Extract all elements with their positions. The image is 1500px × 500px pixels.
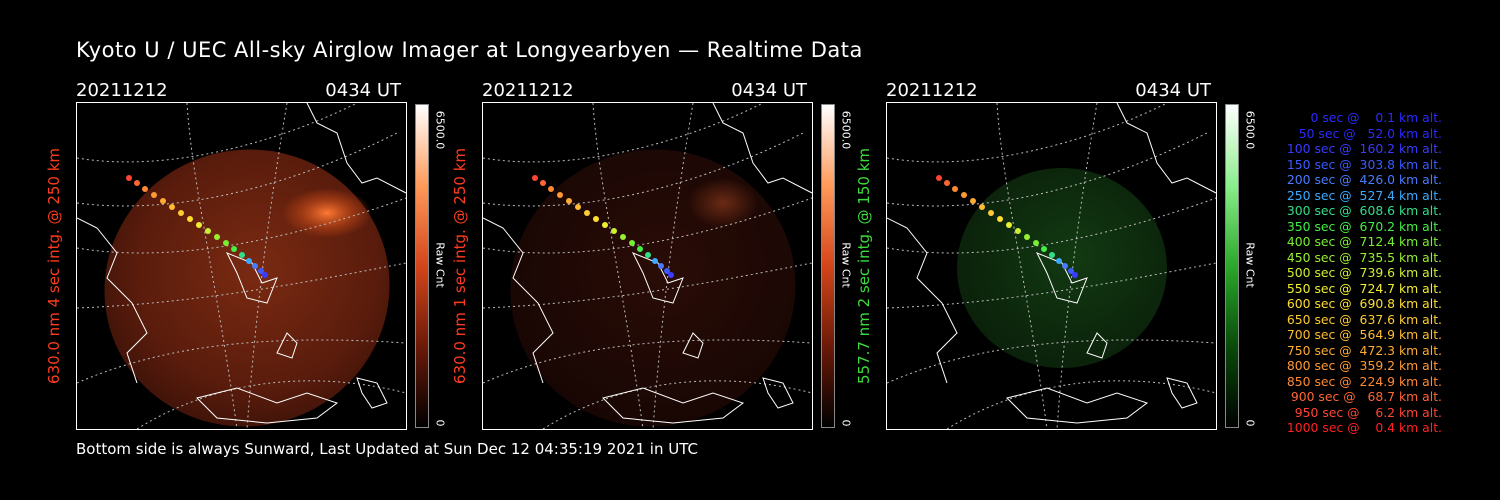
page-title: Kyoto U / UEC All-sky Airglow Imager at … bbox=[76, 38, 863, 62]
legend-entry: 150 sec @ 303.8 km alt. bbox=[1282, 156, 1442, 172]
allsky-map bbox=[77, 103, 406, 429]
legend-entry: 0 sec @ 0.1 km alt. bbox=[1298, 110, 1442, 125]
panel-date: 20211212 bbox=[76, 80, 168, 101]
panel-time: 0434 UT bbox=[1135, 80, 1211, 101]
legend-entry: 250 sec @ 527.4 km alt. bbox=[1282, 187, 1442, 203]
colorbar-unit: Raw Cnt bbox=[433, 242, 447, 288]
legend-entry: 850 sec @ 224.9 km alt. bbox=[1282, 373, 1442, 389]
colorbar-max: 6500.0 bbox=[839, 110, 853, 150]
colorbar bbox=[1225, 104, 1239, 428]
allsky-map bbox=[483, 103, 812, 429]
legend-entry: 500 sec @ 739.6 km alt. bbox=[1282, 265, 1442, 280]
colorbar-min: 0 bbox=[839, 419, 853, 427]
colorbar-min: 0 bbox=[433, 419, 447, 427]
panel-time: 0434 UT bbox=[325, 80, 401, 101]
legend-entry: 100 sec @ 160.2 km alt. bbox=[1282, 141, 1442, 156]
colorbar-min: 0 bbox=[1243, 419, 1257, 427]
aurora-patch bbox=[282, 188, 372, 238]
track-markers bbox=[532, 175, 674, 278]
legend-entry: 600 sec @ 690.8 km alt. bbox=[1282, 296, 1442, 311]
altitude-legend: 0 sec @ 0.1 km alt. 50 sec @ 52.0 km alt… bbox=[1283, 110, 1442, 436]
panel-ylabel: 630.0 nm 4 sec intg. @ 250 km bbox=[45, 147, 63, 385]
colorbar-max: 6500.0 bbox=[433, 110, 447, 150]
legend-entry: 300 sec @ 608.6 km alt. bbox=[1282, 203, 1442, 218]
legend-entry: 1000 sec @ 0.4 km alt. bbox=[1286, 420, 1442, 435]
legend-entry: 800 sec @ 359.2 km alt. bbox=[1282, 358, 1442, 373]
panel-date: 20211212 bbox=[886, 80, 978, 101]
colorbar bbox=[821, 104, 835, 428]
panel-630-1sec: 20211212 0434 UT 630.0 nm 1 sec intg. @ … bbox=[451, 80, 902, 430]
legend-entry: 200 sec @ 426.0 km alt. bbox=[1282, 172, 1442, 187]
legend-entry: 750 sec @ 472.3 km alt. bbox=[1282, 342, 1442, 358]
colorbar-max: 6500.0 bbox=[1243, 110, 1257, 150]
allsky-map bbox=[887, 103, 1216, 429]
panel-ylabel: 630.0 nm 1 sec intg. @ 250 km bbox=[451, 147, 469, 385]
colorbar-unit: Raw Cnt bbox=[839, 242, 853, 288]
legend-entry: 350 sec @ 670.2 km alt. bbox=[1282, 218, 1442, 234]
colorbar bbox=[415, 104, 429, 428]
legend-entry: 400 sec @ 712.4 km alt. bbox=[1282, 234, 1442, 249]
allsky-image bbox=[886, 102, 1217, 430]
legend-entry: 900 sec @ 68.7 km alt. bbox=[1286, 389, 1442, 404]
track-markers bbox=[126, 175, 268, 278]
airglow-disk bbox=[510, 149, 796, 427]
airglow-disk bbox=[104, 149, 390, 427]
footer-note: Bottom side is always Sunward, Last Upda… bbox=[76, 440, 698, 458]
panel-ylabel: 557.7 nm 2 sec intg. @ 150 km bbox=[855, 147, 873, 385]
legend-entry: 50 sec @ 52.0 km alt. bbox=[1290, 125, 1442, 141]
airglow-disk bbox=[957, 168, 1167, 368]
allsky-image bbox=[76, 102, 407, 430]
legend-entry: 700 sec @ 564.9 km alt. bbox=[1282, 327, 1442, 342]
allsky-image bbox=[482, 102, 813, 430]
legend-entry: 950 sec @ 6.2 km alt. bbox=[1290, 404, 1442, 420]
panel-time: 0434 UT bbox=[731, 80, 807, 101]
legend-entry: 550 sec @ 724.7 km alt. bbox=[1282, 280, 1442, 296]
panel-date: 20211212 bbox=[482, 80, 574, 101]
legend-entry: 650 sec @ 637.6 km alt. bbox=[1282, 311, 1442, 327]
panel-557-2sec: 20211212 0434 UT 557.7 nm 2 sec intg. @ … bbox=[855, 80, 1306, 430]
aurora-patch bbox=[688, 178, 758, 228]
track-markers bbox=[936, 175, 1078, 278]
colorbar-unit: Raw Cnt bbox=[1243, 242, 1257, 288]
panel-630-4sec: 20211212 0434 UT 630.0 nm 4 sec intg. @ … bbox=[45, 80, 496, 430]
legend-entry: 450 sec @ 735.5 km alt. bbox=[1282, 249, 1442, 265]
